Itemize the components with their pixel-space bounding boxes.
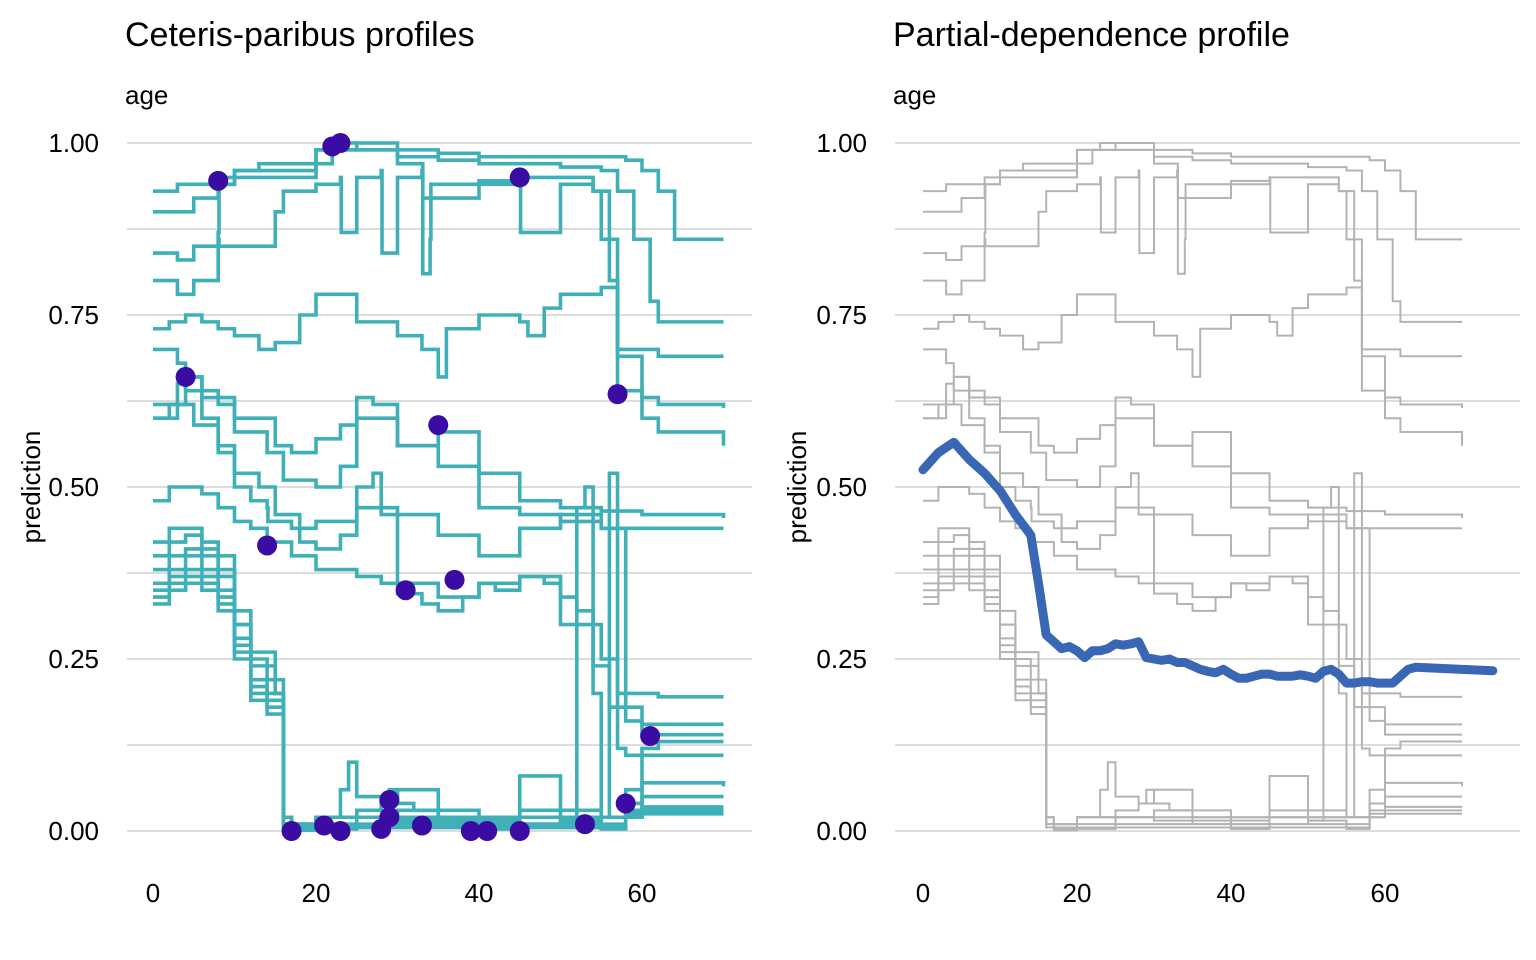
observation-point <box>314 815 335 836</box>
observation-point <box>477 821 498 841</box>
profile-line <box>153 382 724 737</box>
x-tick-label: 0 <box>916 878 930 908</box>
y-tick-label: 1.00 <box>816 128 867 158</box>
observation-point <box>208 170 229 191</box>
x-tick-label: 20 <box>302 878 331 908</box>
ceteris-paribus-panel: Ceteris-paribus profiles age prediction … <box>16 16 752 908</box>
panel-title: Partial-dependence profile <box>893 16 1290 54</box>
x-tick-label: 60 <box>1371 878 1400 908</box>
observation-point <box>444 569 465 590</box>
x-tick-label: 40 <box>1217 878 1246 908</box>
y-tick-label: 1.00 <box>48 128 99 158</box>
profile-line <box>923 486 1462 826</box>
profile-line <box>153 547 726 826</box>
y-tick-label: 0.25 <box>48 644 99 674</box>
observation-point <box>281 821 302 841</box>
observation-point <box>411 815 432 836</box>
observation-point <box>330 133 351 153</box>
partial-dependence-panel: Partial-dependence profile age predictio… <box>782 16 1520 908</box>
aggregate-line <box>918 437 1498 688</box>
profile-line <box>923 582 1462 832</box>
profile-line <box>923 286 1463 446</box>
y-tick-label: 0.00 <box>816 816 867 846</box>
profile-line <box>153 168 726 408</box>
x-tick-label: 40 <box>465 878 494 908</box>
profile-line <box>153 148 724 359</box>
panel-title: Ceteris-paribus profiles <box>125 16 475 54</box>
profile-line <box>153 485 724 826</box>
profile-line <box>923 142 1462 241</box>
panel-subtitle: age <box>893 80 936 110</box>
x-tick-label: 60 <box>628 878 657 908</box>
profile-line <box>923 382 1462 736</box>
y-axis-label: prediction <box>16 431 46 544</box>
profile-line <box>923 148 1462 358</box>
observation-point <box>257 535 278 556</box>
observation-point <box>615 793 636 814</box>
profile-line <box>923 169 1463 408</box>
aggregate-profile-line <box>918 437 1498 688</box>
observation-point <box>330 821 351 841</box>
observation-point <box>460 821 481 841</box>
observation-point <box>395 580 416 601</box>
observation-point <box>607 384 628 405</box>
profile-line <box>923 142 1462 323</box>
observation-point <box>379 807 400 828</box>
profile-line <box>923 375 1462 530</box>
y-tick-label: 0.50 <box>48 472 99 502</box>
tick-labels: 0.00 0.25 0.50 0.75 1.00 0 20 40 60 <box>48 128 656 908</box>
profile-line <box>153 141 724 324</box>
profile-line <box>923 547 1463 826</box>
observation-point <box>640 726 661 747</box>
y-tick-label: 0.75 <box>816 300 867 330</box>
observation-point <box>379 790 400 811</box>
x-tick-label: 20 <box>1063 878 1092 908</box>
observation-point <box>509 821 530 841</box>
y-tick-label: 0.25 <box>816 644 867 674</box>
panel-subtitle: age <box>125 80 168 110</box>
observation-point <box>574 814 595 835</box>
y-tick-label: 0.50 <box>816 472 867 502</box>
profile-line <box>153 285 726 446</box>
observation-point <box>175 366 196 387</box>
y-axis-label: prediction <box>782 431 812 544</box>
x-tick-label: 0 <box>146 878 160 908</box>
profile-line <box>153 141 724 242</box>
profile-lines <box>923 142 1463 832</box>
tick-labels: 0.00 0.25 0.50 0.75 1.00 0 20 40 60 <box>816 128 1399 908</box>
profile-line <box>153 375 724 531</box>
observation-point <box>509 167 530 188</box>
y-tick-label: 0.00 <box>48 816 99 846</box>
y-tick-label: 0.75 <box>48 300 99 330</box>
observation-points <box>175 133 661 841</box>
observation-point <box>428 415 449 436</box>
grid-lines <box>127 142 752 832</box>
